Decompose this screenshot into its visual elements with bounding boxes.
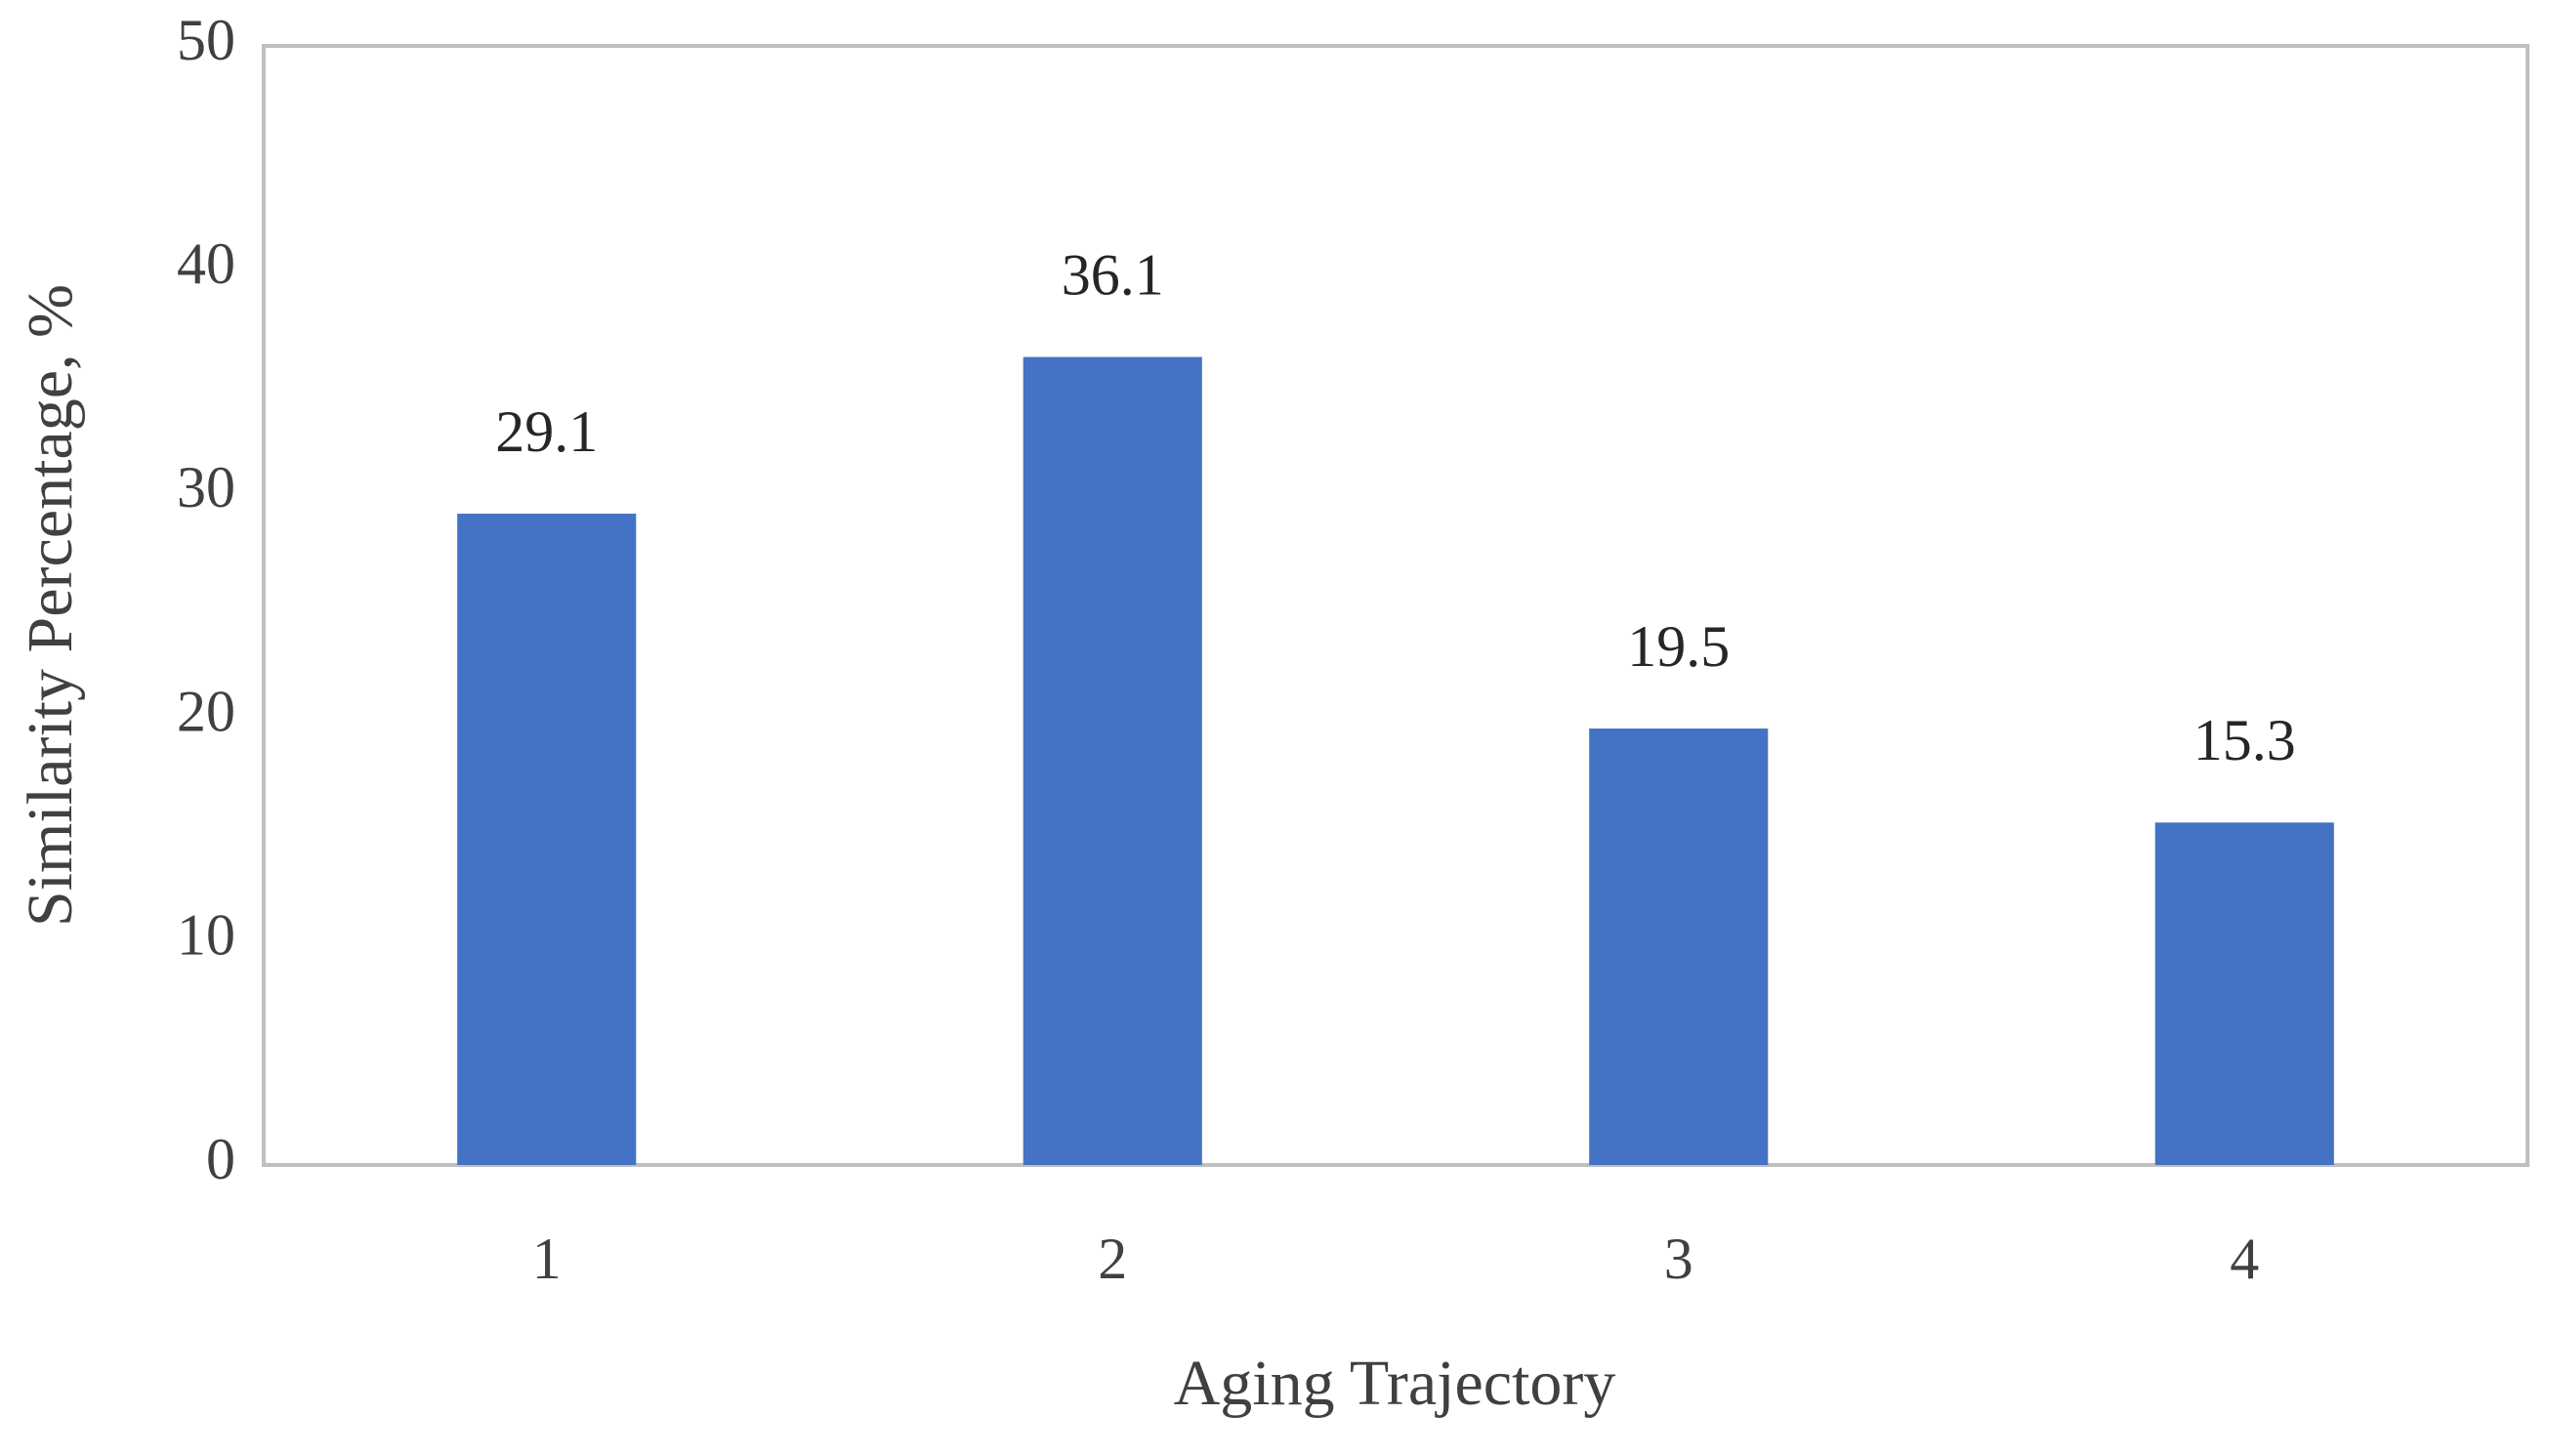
y-tick-label: 10 (177, 903, 235, 968)
value-label: 19.5 (1627, 614, 1730, 679)
x-tick-label: 4 (2230, 1227, 2259, 1291)
value-label: 36.1 (1062, 242, 1164, 307)
x-tick-label: 3 (1664, 1227, 1693, 1291)
value-label: 29.1 (495, 399, 598, 464)
x-axis-title: Aging Trajectory (1174, 1348, 1616, 1419)
y-tick-label: 50 (177, 8, 235, 72)
plot-frame (262, 44, 2529, 1167)
y-tick-label: 40 (177, 231, 235, 296)
bar (1589, 728, 1769, 1165)
y-tick-label: 0 (206, 1127, 235, 1191)
value-label: 15.3 (2194, 708, 2296, 772)
bar (1023, 356, 1202, 1165)
y-tick-label: 20 (177, 679, 235, 743)
y-tick-label: 30 (177, 455, 235, 520)
x-tick-label: 2 (1098, 1227, 1127, 1291)
bar (2154, 822, 2334, 1165)
bar (457, 514, 637, 1165)
y-axis-title: Similarity Percentage, % (15, 284, 86, 927)
x-tick-label: 1 (532, 1227, 562, 1291)
